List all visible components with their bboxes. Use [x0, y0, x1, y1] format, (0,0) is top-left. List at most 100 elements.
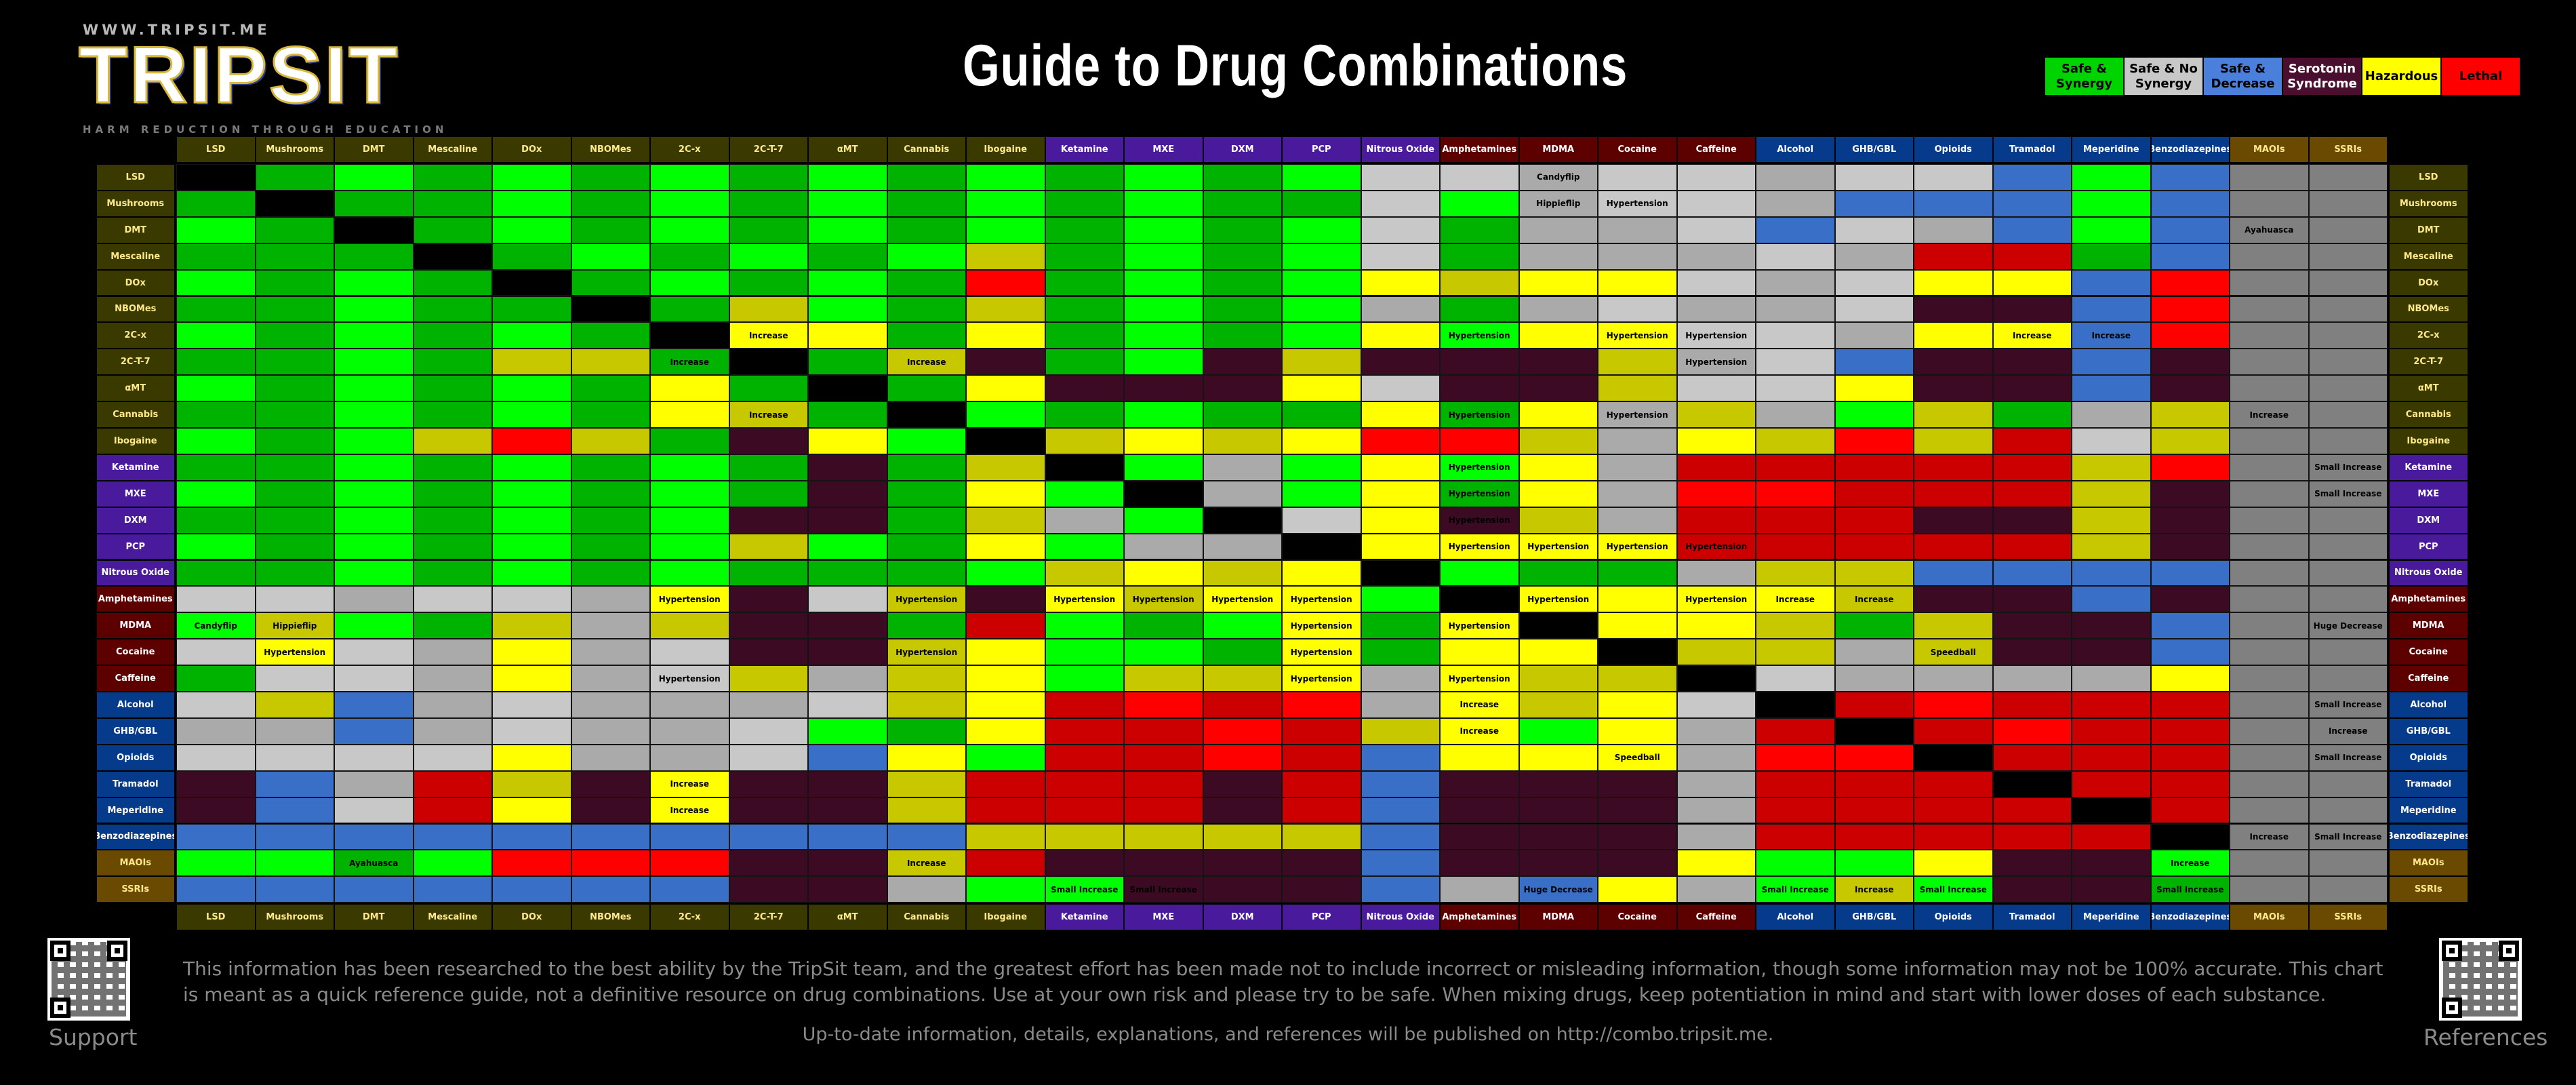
combo-cell[interactable] — [808, 243, 887, 270]
combo-cell[interactable] — [1518, 665, 1598, 692]
combo-cell[interactable] — [1361, 586, 1440, 613]
combo-cell[interactable] — [1992, 770, 2072, 797]
combo-cell[interactable] — [1440, 243, 1519, 270]
combo-cell[interactable] — [1834, 216, 1914, 243]
combo-cell[interactable] — [1992, 216, 2072, 243]
combo-cell[interactable] — [1992, 375, 2072, 402]
combo-cell[interactable] — [1676, 692, 1756, 718]
combo-cell[interactable] — [413, 797, 492, 824]
combo-cell[interactable] — [966, 717, 1045, 745]
combo-cell[interactable] — [492, 639, 571, 666]
combo-cell[interactable] — [2150, 401, 2230, 428]
combo-cell[interactable] — [1203, 164, 1282, 191]
combo-cell[interactable] — [413, 586, 492, 613]
combo-cell[interactable] — [966, 665, 1045, 692]
combo-cell[interactable] — [887, 190, 966, 217]
combo-cell[interactable] — [1914, 612, 1993, 639]
combo-cell[interactable] — [2230, 533, 2309, 560]
combo-cell[interactable] — [334, 375, 414, 402]
combo-cell[interactable] — [1914, 296, 1993, 323]
combo-cell[interactable] — [887, 533, 966, 560]
combo-cell[interactable] — [729, 428, 808, 454]
combo-cell[interactable] — [1518, 639, 1598, 666]
combo-cell[interactable] — [1440, 665, 1519, 692]
combo-cell[interactable] — [413, 401, 492, 428]
combo-cell[interactable] — [2072, 428, 2151, 454]
combo-cell[interactable] — [1834, 876, 1914, 903]
combo-cell[interactable] — [887, 296, 966, 323]
combo-cell[interactable] — [255, 480, 334, 507]
combo-cell[interactable] — [1440, 164, 1519, 191]
combo-cell[interactable] — [413, 533, 492, 560]
combo-cell[interactable] — [2072, 349, 2151, 376]
combo-cell[interactable] — [1203, 612, 1282, 639]
combo-cell[interactable] — [1203, 507, 1282, 534]
combo-cell[interactable] — [1282, 507, 1361, 534]
combo-cell[interactable] — [1045, 349, 1124, 376]
combo-cell[interactable] — [255, 797, 334, 824]
combo-cell[interactable] — [334, 507, 414, 534]
combo-cell[interactable] — [966, 190, 1045, 217]
combo-cell[interactable] — [808, 296, 887, 323]
combo-cell[interactable] — [571, 665, 650, 692]
combo-cell[interactable] — [650, 322, 729, 349]
combo-cell[interactable] — [808, 717, 887, 745]
combo-cell[interactable] — [255, 612, 334, 639]
combo-cell[interactable] — [887, 797, 966, 824]
combo-cell[interactable] — [887, 322, 966, 349]
combo-cell[interactable] — [887, 692, 966, 718]
combo-cell[interactable] — [1203, 744, 1282, 771]
combo-cell[interactable] — [1518, 190, 1598, 217]
combo-cell[interactable] — [1676, 454, 1756, 481]
combo-cell[interactable] — [2308, 797, 2388, 824]
combo-cell[interactable] — [1124, 639, 1203, 666]
combo-cell[interactable] — [2230, 639, 2309, 666]
combo-cell[interactable] — [1756, 850, 1835, 877]
combo-cell[interactable] — [1914, 507, 1993, 534]
combo-cell[interactable] — [1045, 876, 1124, 903]
combo-cell[interactable] — [887, 559, 966, 587]
combo-cell[interactable] — [2230, 216, 2309, 243]
combo-cell[interactable] — [808, 428, 887, 454]
combo-cell[interactable] — [334, 876, 414, 903]
combo-cell[interactable] — [887, 823, 966, 850]
combo-cell[interactable] — [729, 744, 808, 771]
combo-cell[interactable] — [255, 770, 334, 797]
combo-cell[interactable] — [176, 770, 256, 797]
combo-cell[interactable] — [1045, 296, 1124, 323]
combo-cell[interactable] — [1992, 692, 2072, 718]
combo-cell[interactable] — [1440, 586, 1519, 613]
combo-cell[interactable] — [1914, 559, 1993, 587]
combo-cell[interactable] — [808, 375, 887, 402]
combo-cell[interactable] — [2230, 375, 2309, 402]
combo-cell[interactable] — [413, 559, 492, 587]
combo-cell[interactable] — [650, 269, 729, 296]
combo-cell[interactable] — [1203, 876, 1282, 903]
combo-cell[interactable] — [255, 401, 334, 428]
combo-cell[interactable] — [1124, 243, 1203, 270]
combo-cell[interactable] — [729, 190, 808, 217]
combo-cell[interactable] — [2308, 401, 2388, 428]
combo-cell[interactable] — [966, 296, 1045, 323]
combo-cell[interactable] — [1440, 454, 1519, 481]
combo-cell[interactable] — [1756, 401, 1835, 428]
combo-cell[interactable] — [2072, 480, 2151, 507]
combo-cell[interactable] — [808, 480, 887, 507]
combo-cell[interactable] — [571, 401, 650, 428]
combo-cell[interactable] — [2308, 823, 2388, 850]
combo-cell[interactable] — [176, 322, 256, 349]
combo-cell[interactable] — [2308, 454, 2388, 481]
combo-cell[interactable] — [492, 665, 571, 692]
combo-cell[interactable] — [1203, 639, 1282, 666]
combo-cell[interactable] — [2308, 322, 2388, 349]
combo-cell[interactable] — [2308, 533, 2388, 560]
combo-cell[interactable] — [1756, 322, 1835, 349]
combo-cell[interactable] — [808, 190, 887, 217]
combo-cell[interactable] — [1045, 480, 1124, 507]
combo-cell[interactable] — [1756, 428, 1835, 454]
combo-cell[interactable] — [334, 850, 414, 877]
combo-cell[interactable] — [650, 164, 729, 191]
combo-cell[interactable] — [1440, 269, 1519, 296]
combo-cell[interactable] — [1598, 823, 1677, 850]
combo-cell[interactable] — [887, 164, 966, 191]
